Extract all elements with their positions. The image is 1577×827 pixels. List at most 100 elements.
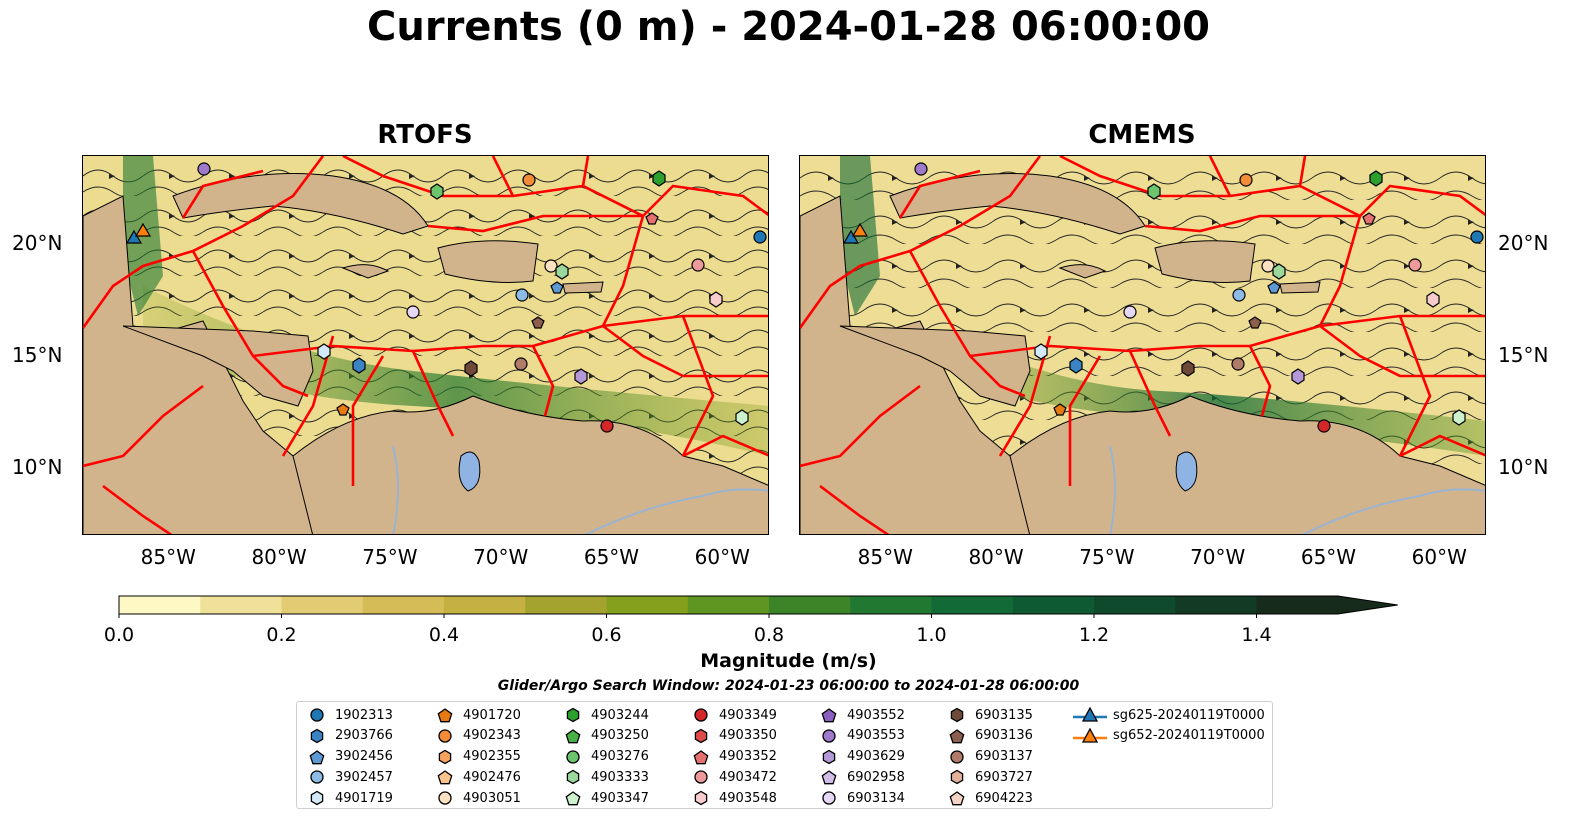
cmems-map-canvas xyxy=(800,156,1485,534)
legend-marker-icon xyxy=(1073,706,1107,722)
legend-item: 4903333 xyxy=(561,767,649,787)
legend-item-label: 4902343 xyxy=(463,728,521,744)
legend-item: 6903136 xyxy=(945,726,1033,746)
colorbar-segment xyxy=(1094,596,1176,614)
marker-4903333 xyxy=(1272,263,1286,280)
legend-item: 4901719 xyxy=(305,788,393,808)
marker-4903244 xyxy=(1369,170,1383,187)
legend-item-label: 4903276 xyxy=(591,749,649,765)
lon-tick-label: 70°W xyxy=(1190,545,1246,569)
legend-item-label: 4903548 xyxy=(719,790,777,806)
marker-4903352 xyxy=(645,212,659,225)
colorbar-tick-label: 1.0 xyxy=(916,624,947,646)
legend-item: 3902457 xyxy=(305,767,393,787)
marker-4903472 xyxy=(691,258,705,272)
lake-maracaibo xyxy=(1175,451,1198,492)
river xyxy=(584,488,768,534)
legend-marker-icon xyxy=(566,749,580,764)
legend-item: 4902476 xyxy=(433,767,521,787)
colorbar-segment xyxy=(687,596,770,614)
legend-marker-icon xyxy=(694,728,708,744)
legend-marker-icon xyxy=(309,749,325,764)
colorbar-segment xyxy=(850,596,932,614)
colorbar-segment xyxy=(1256,596,1339,614)
legend-item: 4903276 xyxy=(561,747,649,767)
marker-4903553 xyxy=(914,162,928,176)
legend-item: 4903250 xyxy=(561,726,649,746)
honduras-nicaragua-landmass xyxy=(122,325,314,407)
lat-tick-label: 10°N xyxy=(12,454,63,479)
colorbar-tick-label: 1.2 xyxy=(1078,624,1110,646)
legend-item: 6903135 xyxy=(945,705,1033,725)
caribbean-current-jet xyxy=(143,286,768,456)
rtofs-map xyxy=(82,155,769,535)
legend-marker-icon xyxy=(949,728,965,744)
marker-1902313 xyxy=(1470,230,1484,244)
lat-tick-label: 15°N xyxy=(12,343,63,368)
colorbar-tick-label: 0.2 xyxy=(266,624,297,646)
legend-marker-icon xyxy=(310,708,324,722)
marker-3902457 xyxy=(1232,288,1246,302)
legend-item: 4903629 xyxy=(817,747,905,767)
legend-item-label: 4901719 xyxy=(335,790,393,806)
legend-item: 4903472 xyxy=(689,767,777,787)
marker-4902343 xyxy=(522,173,536,187)
lat-tick-label: 20°N xyxy=(1498,231,1549,256)
marker-1902313 xyxy=(753,230,767,244)
honduras-nicaragua-landmass xyxy=(839,325,1031,407)
legend-marker-icon xyxy=(438,749,452,764)
colorbar-segment xyxy=(119,596,201,614)
colorbar-segment xyxy=(606,596,689,614)
legend-item-label: 4903352 xyxy=(719,749,777,765)
cmems-map xyxy=(799,155,1486,535)
hispaniola-landmass xyxy=(437,240,539,283)
legend-marker-icon xyxy=(310,728,324,744)
legend-item: sg652-20240119T0000 xyxy=(1073,726,1265,746)
legend-marker-icon xyxy=(565,791,581,806)
marker-4903051 xyxy=(544,259,558,273)
colorbar-segment xyxy=(1175,596,1257,614)
marker-4901719 xyxy=(317,343,331,360)
marker-4903276 xyxy=(1147,183,1161,200)
colorbar-tick-label: 0.8 xyxy=(753,624,785,646)
legend-item: 6903137 xyxy=(945,747,1033,767)
marker-4903553 xyxy=(197,162,211,176)
legend-item-label: 1902313 xyxy=(335,707,393,723)
colorbar-segment xyxy=(200,596,282,614)
glider-sg625 xyxy=(125,229,143,244)
legend-marker-icon xyxy=(438,791,452,805)
legend-item-label: 4903244 xyxy=(591,707,649,723)
legend-item-label: 4901720 xyxy=(463,707,521,723)
legend: 1902313 2903766 3902456 3902457 4901719 49017… xyxy=(296,701,1273,809)
lat-tick-label: 10°N xyxy=(1498,454,1549,479)
colorbar-tick-label: 0.0 xyxy=(103,624,135,646)
marker-4903352 xyxy=(1362,212,1376,225)
legend-marker-icon xyxy=(310,770,324,785)
lon-tick-label: 80°W xyxy=(968,545,1024,569)
marker-4903333 xyxy=(555,263,569,280)
marker-6903135 xyxy=(1181,360,1195,377)
legend-marker-icon xyxy=(949,791,965,806)
legend-item: 4903244 xyxy=(561,705,649,725)
legend-item: 4903349 xyxy=(689,705,777,725)
legend-item: 2903766 xyxy=(305,726,393,746)
legend-marker-icon xyxy=(566,770,580,785)
glider-sg652 xyxy=(851,222,869,237)
legend-item-label: 3902456 xyxy=(335,749,393,765)
legend-item: 4901720 xyxy=(433,705,521,725)
legend-item-label: 4903553 xyxy=(847,728,905,744)
legend-item-label: 6903137 xyxy=(975,749,1033,765)
lat-tick-label: 15°N xyxy=(1498,343,1549,368)
marker-4903276 xyxy=(430,183,444,200)
colorbar-segment xyxy=(769,596,851,614)
legend-item: 6903727 xyxy=(945,767,1033,787)
legend-marker-icon xyxy=(310,790,324,806)
legend-item-label: 3902457 xyxy=(335,769,393,785)
lon-tick-label: 85°W xyxy=(140,545,196,569)
colorbar-label: Magnitude (m/s) xyxy=(700,650,877,672)
glider-sg652 xyxy=(134,222,152,237)
lat-tick-label: 20°N xyxy=(12,231,63,256)
legend-item: 4903548 xyxy=(689,788,777,808)
colorbar-segment xyxy=(931,596,1014,614)
cmems-panel-title: CMEMS xyxy=(1088,120,1196,150)
